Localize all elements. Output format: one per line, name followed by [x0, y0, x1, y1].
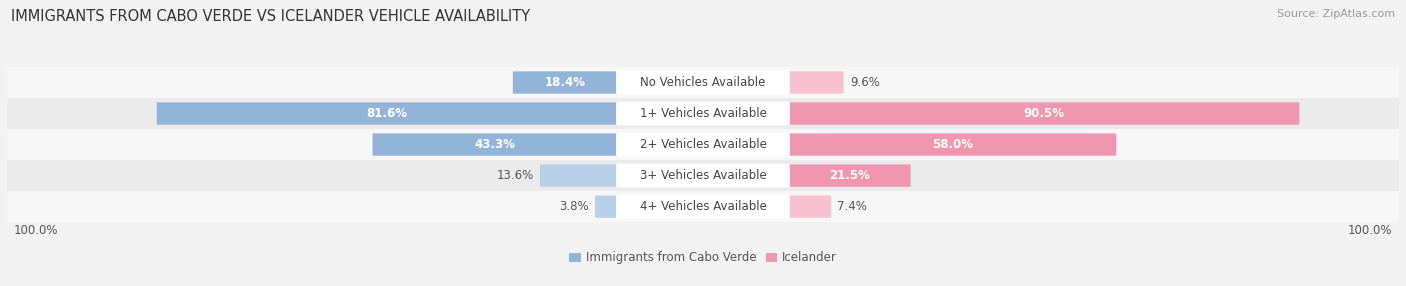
Text: 3+ Vehicles Available: 3+ Vehicles Available — [640, 169, 766, 182]
Text: Source: ZipAtlas.com: Source: ZipAtlas.com — [1277, 9, 1395, 19]
FancyBboxPatch shape — [7, 98, 1399, 129]
Text: 58.0%: 58.0% — [932, 138, 973, 151]
Text: 2+ Vehicles Available: 2+ Vehicles Available — [640, 138, 766, 151]
Text: 4+ Vehicles Available: 4+ Vehicles Available — [640, 200, 766, 213]
Text: 3.8%: 3.8% — [560, 200, 589, 213]
Text: 81.6%: 81.6% — [367, 107, 408, 120]
Text: 21.5%: 21.5% — [830, 169, 870, 182]
Text: 7.4%: 7.4% — [838, 200, 868, 213]
Text: 43.3%: 43.3% — [474, 138, 515, 151]
FancyBboxPatch shape — [789, 164, 911, 187]
Text: 90.5%: 90.5% — [1024, 107, 1064, 120]
Legend: Immigrants from Cabo Verde, Icelander: Immigrants from Cabo Verde, Icelander — [564, 247, 842, 269]
FancyBboxPatch shape — [616, 164, 790, 187]
FancyBboxPatch shape — [616, 195, 790, 219]
FancyBboxPatch shape — [7, 67, 1399, 98]
Text: 9.6%: 9.6% — [849, 76, 880, 89]
FancyBboxPatch shape — [7, 160, 1399, 191]
FancyBboxPatch shape — [595, 195, 617, 218]
FancyBboxPatch shape — [789, 133, 1116, 156]
FancyBboxPatch shape — [540, 164, 617, 187]
Text: 100.0%: 100.0% — [14, 224, 58, 237]
FancyBboxPatch shape — [7, 191, 1399, 222]
FancyBboxPatch shape — [616, 102, 790, 126]
Text: 1+ Vehicles Available: 1+ Vehicles Available — [640, 107, 766, 120]
FancyBboxPatch shape — [513, 71, 617, 94]
FancyBboxPatch shape — [616, 71, 790, 94]
FancyBboxPatch shape — [789, 195, 831, 218]
Text: 18.4%: 18.4% — [544, 76, 585, 89]
Text: IMMIGRANTS FROM CABO VERDE VS ICELANDER VEHICLE AVAILABILITY: IMMIGRANTS FROM CABO VERDE VS ICELANDER … — [11, 9, 530, 23]
FancyBboxPatch shape — [789, 102, 1299, 125]
FancyBboxPatch shape — [7, 129, 1399, 160]
FancyBboxPatch shape — [789, 71, 844, 94]
FancyBboxPatch shape — [616, 133, 790, 156]
FancyBboxPatch shape — [373, 133, 617, 156]
Text: 13.6%: 13.6% — [496, 169, 534, 182]
Text: 100.0%: 100.0% — [1348, 224, 1392, 237]
Text: No Vehicles Available: No Vehicles Available — [640, 76, 766, 89]
FancyBboxPatch shape — [156, 102, 617, 125]
